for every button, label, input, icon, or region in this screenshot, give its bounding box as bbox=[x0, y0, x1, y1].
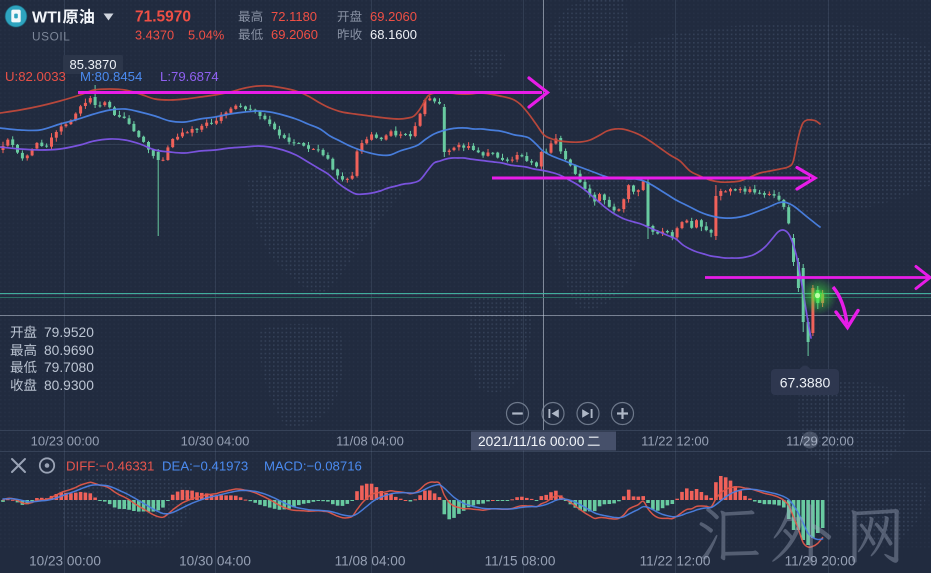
svg-text:11/08 04:00: 11/08 04:00 bbox=[336, 434, 404, 449]
svg-text:DIFF:−0.46331: DIFF:−0.46331 bbox=[66, 459, 154, 474]
svg-text:80.9690: 80.9690 bbox=[44, 343, 94, 358]
svg-text:11/08 04:00: 11/08 04:00 bbox=[335, 554, 406, 569]
svg-text:11/15 08:00: 11/15 08:00 bbox=[485, 554, 556, 569]
svg-text:11/29 20:00: 11/29 20:00 bbox=[785, 554, 856, 569]
svg-text:MACD:−0.08716: MACD:−0.08716 bbox=[264, 459, 362, 474]
svg-text:10/30 04:00: 10/30 04:00 bbox=[179, 554, 251, 569]
svg-text:69.2060: 69.2060 bbox=[370, 9, 417, 24]
svg-text:M:80.8454: M:80.8454 bbox=[80, 69, 142, 84]
svg-text:71.5970: 71.5970 bbox=[135, 9, 191, 26]
svg-text:11/22 12:00: 11/22 12:00 bbox=[641, 434, 709, 449]
svg-text:11/22 12:00: 11/22 12:00 bbox=[640, 554, 711, 569]
svg-text:72.1180: 72.1180 bbox=[271, 9, 317, 24]
svg-text:80.9300: 80.9300 bbox=[44, 378, 94, 393]
svg-text:85.3870: 85.3870 bbox=[70, 57, 117, 72]
svg-text:5.04%: 5.04% bbox=[188, 28, 224, 43]
svg-text:U:82.0033: U:82.0033 bbox=[5, 69, 66, 84]
svg-text:USOIL: USOIL bbox=[32, 30, 70, 44]
svg-text:L:79.6874: L:79.6874 bbox=[160, 69, 219, 84]
svg-text:11/29 20:00: 11/29 20:00 bbox=[786, 434, 854, 449]
svg-text:10/23 00:00: 10/23 00:00 bbox=[31, 434, 100, 449]
svg-text:79.7080: 79.7080 bbox=[44, 360, 94, 375]
svg-text:10/23 00:00: 10/23 00:00 bbox=[29, 554, 101, 569]
svg-text:DEA:−0.41973: DEA:−0.41973 bbox=[162, 459, 248, 474]
svg-text:68.1600: 68.1600 bbox=[370, 27, 417, 42]
svg-text:10/30 04:00: 10/30 04:00 bbox=[181, 434, 250, 449]
svg-text:69.2060: 69.2060 bbox=[271, 27, 318, 42]
svg-text:3.4370: 3.4370 bbox=[135, 28, 174, 43]
svg-text:79.9520: 79.9520 bbox=[44, 325, 94, 340]
svg-text:WTI: WTI bbox=[32, 10, 61, 27]
svg-text:67.3880: 67.3880 bbox=[780, 375, 831, 391]
svg-text:2021/11/16 00:00: 2021/11/16 00:00 bbox=[478, 434, 585, 449]
